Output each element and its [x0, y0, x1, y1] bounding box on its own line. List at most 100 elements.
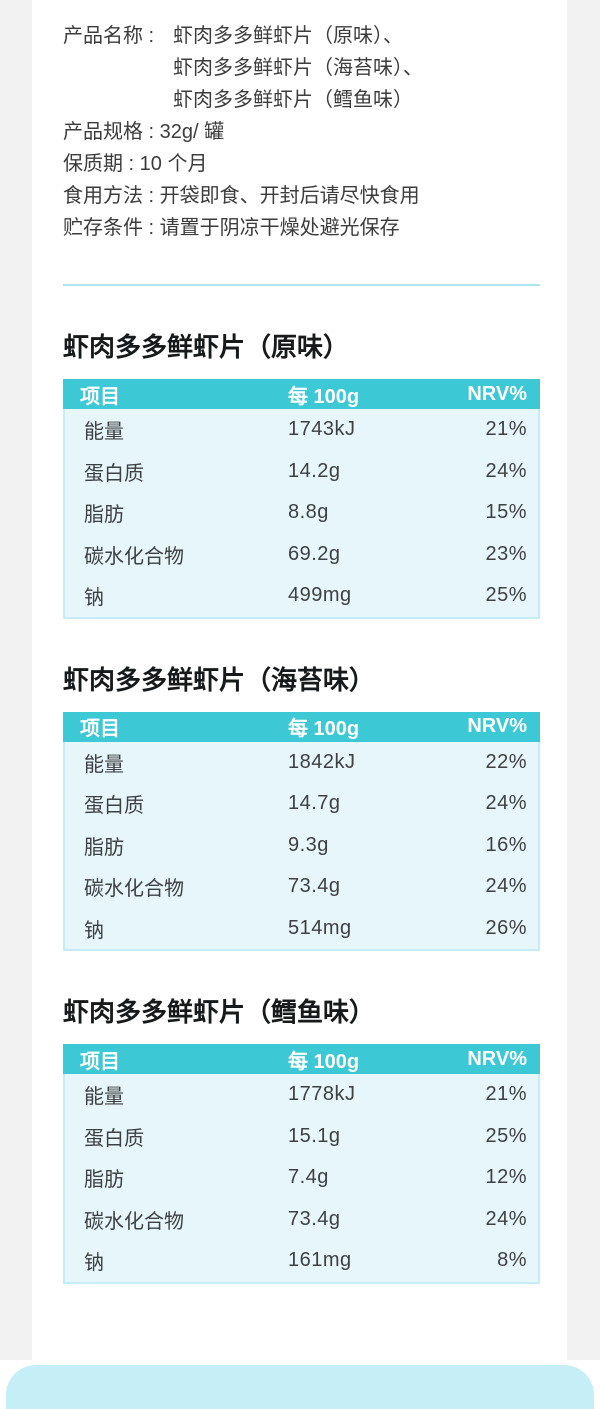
- cell-nrv: 26%: [485, 916, 527, 939]
- table-header-row: 项目 每 100g NRV%: [63, 711, 540, 742]
- cell-value: 1778kJ: [288, 1083, 356, 1106]
- cell-nrv: 22%: [485, 750, 527, 773]
- next-section-card: [6, 1365, 594, 1409]
- cell-value: 161mg: [288, 1249, 352, 1272]
- page-margin-right: [567, 0, 600, 1360]
- info-line-flavor-2: 虾肉多多鲜虾片（海苔味）、: [63, 52, 540, 84]
- cell-value: 73.4g: [288, 1207, 341, 1230]
- table-header-row: 项目 每 100g NRV%: [63, 379, 540, 409]
- cell-name: 钠: [84, 587, 104, 610]
- cell-value: 69.2g: [288, 542, 341, 565]
- cell-name: 钠: [84, 1252, 104, 1275]
- cell-nrv: 25%: [485, 584, 527, 607]
- cell-name: 能量: [84, 421, 124, 444]
- cell-value: 14.2g: [288, 459, 341, 482]
- info-value: 虾肉多多鲜虾片（原味）、: [173, 25, 403, 47]
- info-indent-spacer: [63, 52, 173, 84]
- cell-name: 钠: [84, 919, 104, 942]
- table-row: 能量 1743kJ 21%: [65, 409, 538, 451]
- cell-value: 499mg: [288, 584, 352, 607]
- table-row: 能量 1842kJ 22%: [65, 742, 538, 784]
- header-cell-item: 项目: [80, 718, 120, 740]
- table-row: 脂肪 7.4g 12%: [65, 1157, 538, 1199]
- cell-name: 蛋白质: [84, 462, 144, 485]
- product-detail-sheet: 产品名称 : 虾肉多多鲜虾片（原味）、 虾肉多多鲜虾片（海苔味）、 虾肉多多鲜虾片…: [63, 20, 540, 1284]
- info-line-flavor-3: 虾肉多多鲜虾片（鳕鱼味）: [63, 84, 540, 116]
- table-row: 碳水化合物 69.2g 23%: [65, 534, 538, 576]
- cell-value: 8.8g: [288, 501, 329, 524]
- product-info-section: 产品名称 : 虾肉多多鲜虾片（原味）、 虾肉多多鲜虾片（海苔味）、 虾肉多多鲜虾片…: [63, 20, 540, 244]
- table-row: 脂肪 8.8g 15%: [65, 492, 538, 534]
- header-cell-per100g: 每 100g: [288, 1050, 360, 1073]
- section-title: 虾肉多多鲜虾片（鳕鱼味）: [63, 997, 376, 1027]
- info-label: 产品名称 :: [63, 25, 155, 47]
- cell-nrv: 24%: [485, 1207, 527, 1230]
- nutrition-section-seaweed: 虾肉多多鲜虾片（海苔味） 项目 每 100g NRV% 能量 1842kJ 22…: [63, 664, 540, 951]
- cell-value: 1743kJ: [288, 418, 356, 441]
- header-cell-nrv: NRV%: [467, 382, 527, 405]
- cell-name: 脂肪: [84, 1169, 124, 1192]
- cell-name: 蛋白质: [84, 1127, 144, 1150]
- nutrition-table: 项目 每 100g NRV% 能量 1743kJ 21% 蛋白质 14.2g 2…: [63, 379, 540, 619]
- cell-name: 脂肪: [84, 836, 124, 859]
- cell-nrv: 24%: [485, 459, 527, 482]
- cell-name: 蛋白质: [84, 795, 144, 818]
- cell-name: 碳水化合物: [84, 1210, 184, 1233]
- cell-name: 碳水化合物: [84, 878, 184, 901]
- table-row: 脂肪 9.3g 16%: [65, 825, 538, 867]
- cell-nrv: 16%: [485, 833, 527, 856]
- info-line-usage: 食用方法 : 开袋即食、开封后请尽快食用: [63, 185, 420, 207]
- info-line-spec: 产品规格 : 32g/ 罐: [63, 121, 225, 143]
- info-value: 虾肉多多鲜虾片（海苔味）、: [173, 57, 423, 79]
- table-row: 钠 514mg 26%: [65, 908, 538, 950]
- table-row: 碳水化合物 73.4g 24%: [65, 866, 538, 908]
- cell-nrv: 23%: [485, 542, 527, 565]
- cell-value: 15.1g: [288, 1124, 341, 1147]
- cell-nrv: 25%: [485, 1124, 527, 1147]
- header-cell-nrv: NRV%: [467, 1047, 527, 1070]
- cell-value: 1842kJ: [288, 750, 356, 773]
- cell-value: 9.3g: [288, 833, 329, 856]
- nutrition-section-original: 虾肉多多鲜虾片（原味） 项目 每 100g NRV% 能量 1743kJ 21%…: [63, 332, 540, 619]
- cell-name: 能量: [84, 1086, 124, 1109]
- section-title: 虾肉多多鲜虾片（原味）: [63, 332, 350, 362]
- cell-value: 14.7g: [288, 792, 341, 815]
- info-value: 虾肉多多鲜虾片（鳕鱼味）: [173, 89, 413, 111]
- nutrition-section-cod: 虾肉多多鲜虾片（鳕鱼味） 项目 每 100g NRV% 能量 1778kJ 21…: [63, 997, 540, 1284]
- header-cell-per100g: 每 100g: [288, 718, 360, 740]
- cell-name: 脂肪: [84, 504, 124, 527]
- cell-name: 碳水化合物: [84, 545, 184, 568]
- cell-nrv: 15%: [485, 501, 527, 524]
- table-row: 蛋白质 15.1g 25%: [65, 1116, 538, 1158]
- cell-nrv: 8%: [497, 1249, 527, 1272]
- info-line-product-name: 产品名称 : 虾肉多多鲜虾片（原味）、: [63, 20, 540, 52]
- cell-value: 73.4g: [288, 875, 341, 898]
- header-cell-nrv: NRV%: [467, 715, 527, 737]
- cell-name: 能量: [84, 753, 124, 776]
- table-row: 碳水化合物 73.4g 24%: [65, 1199, 538, 1241]
- info-line-shelf-life: 保质期 : 10 个月: [63, 153, 208, 175]
- cell-value: 514mg: [288, 916, 352, 939]
- table-header-row: 项目 每 100g NRV%: [63, 1044, 540, 1074]
- table-row: 钠 161mg 8%: [65, 1240, 538, 1282]
- table-row: 能量 1778kJ 21%: [65, 1074, 538, 1116]
- page-margin-left: [0, 0, 32, 1360]
- info-line-storage: 贮存条件 : 请置于阴凉干燥处避光保存: [63, 217, 400, 239]
- table-row: 钠 499mg 25%: [65, 575, 538, 617]
- header-cell-item: 项目: [80, 385, 120, 408]
- header-cell-item: 项目: [80, 1050, 120, 1073]
- cell-value: 7.4g: [288, 1166, 329, 1189]
- cell-nrv: 21%: [485, 418, 527, 441]
- nutrition-table: 项目 每 100g NRV% 能量 1842kJ 22% 蛋白质 14.7g 2…: [63, 711, 540, 951]
- table-row: 蛋白质 14.7g 24%: [65, 783, 538, 825]
- table-row: 蛋白质 14.2g 24%: [65, 451, 538, 493]
- cell-nrv: 12%: [485, 1166, 527, 1189]
- nutrition-table: 项目 每 100g NRV% 能量 1778kJ 21% 蛋白质 15.1g 2…: [63, 1044, 540, 1284]
- header-cell-per100g: 每 100g: [288, 385, 360, 408]
- section-divider: [63, 284, 540, 286]
- cell-nrv: 24%: [485, 875, 527, 898]
- info-indent-spacer: [63, 84, 173, 116]
- cell-nrv: 24%: [485, 792, 527, 815]
- section-title: 虾肉多多鲜虾片（海苔味）: [63, 664, 376, 695]
- cell-nrv: 21%: [485, 1083, 527, 1106]
